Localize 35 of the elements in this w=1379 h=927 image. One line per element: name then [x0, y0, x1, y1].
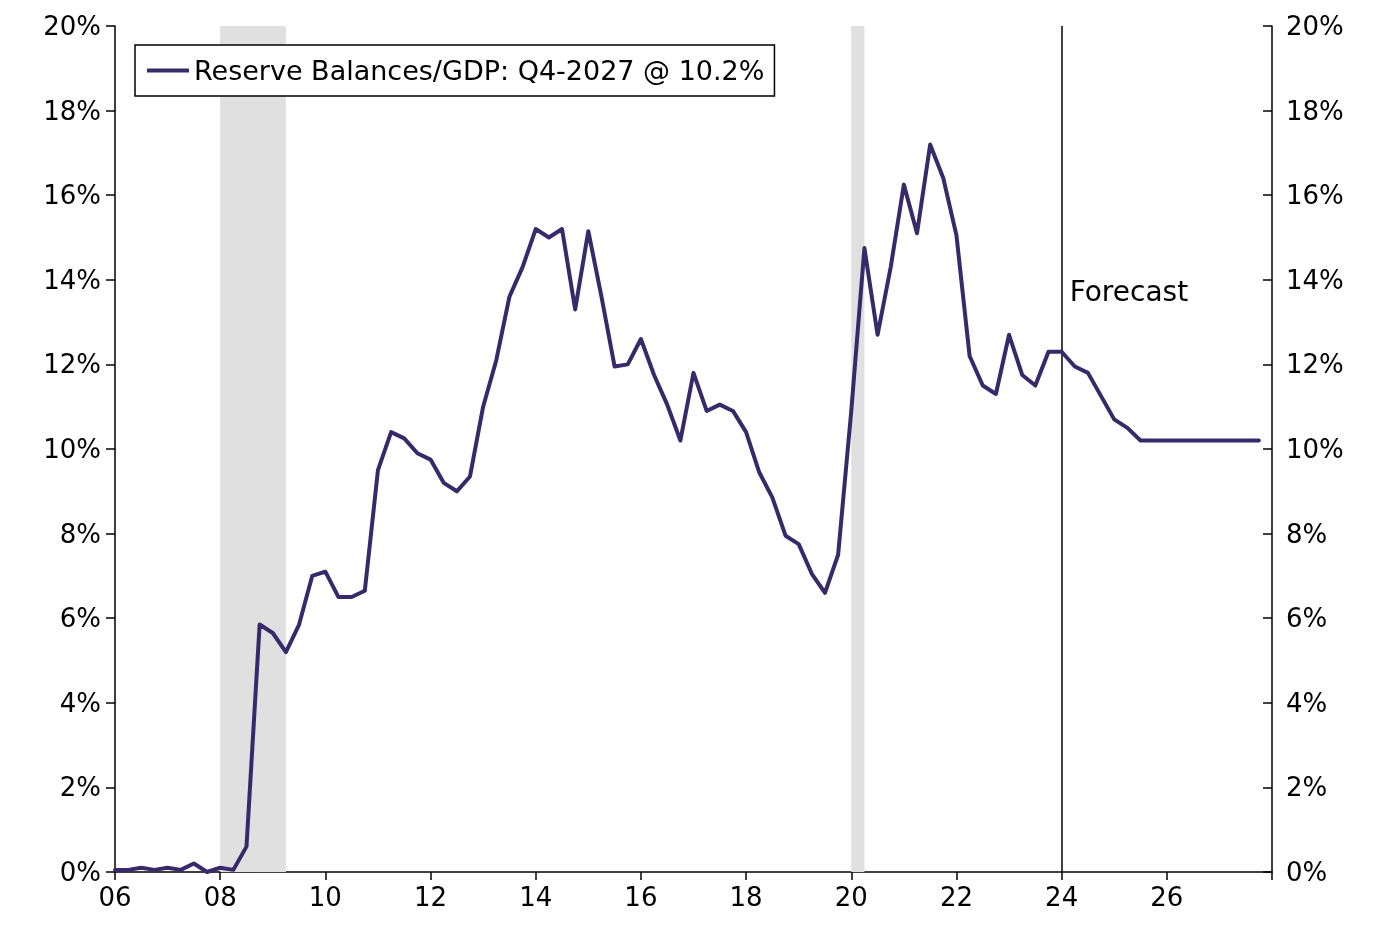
legend-label: Reserve Balances/GDP: Q4-2027 @ 10.2%: [194, 55, 765, 86]
x-tick-label: 10: [308, 882, 342, 912]
x-tick-label: 12: [414, 882, 448, 912]
y-tick-label: 20%: [43, 11, 101, 41]
y-tick-label: 12%: [43, 349, 101, 380]
y-tick-label: 2%: [59, 772, 101, 803]
y-tick-label: 18%: [43, 95, 101, 126]
x-tick-label: 06: [98, 882, 132, 912]
y2-tick-label: 20%: [1286, 11, 1344, 41]
annotation: Forecast: [1069, 275, 1189, 309]
y2-tick-label: 0%: [1286, 857, 1328, 887]
x-tick-label: 08: [203, 882, 237, 912]
y2-tick-label: 8%: [1286, 518, 1328, 549]
y-tick-label: 16%: [43, 180, 101, 211]
y2-tick-label: 16%: [1286, 180, 1344, 211]
y2-tick-label: 10%: [1286, 434, 1344, 464]
x-tick-label: 18: [729, 882, 763, 912]
y-tick-label: 0%: [59, 857, 101, 887]
x-tick-label: 14: [519, 882, 553, 912]
y2-tick-label: 6%: [1286, 603, 1328, 634]
y-tick-label: 4%: [59, 687, 101, 718]
x-tick-label: 24: [1045, 882, 1079, 912]
y-tick-label: 14%: [43, 264, 101, 295]
y2-tick-label: 18%: [1286, 95, 1344, 126]
y2-tick-label: 4%: [1286, 687, 1328, 718]
x-tick-label: 20: [834, 882, 868, 912]
y2-tick-label: 12%: [1286, 349, 1344, 380]
x-tick-label: 22: [939, 882, 973, 912]
x-tick-label: 26: [1150, 882, 1184, 912]
y-tick-label: 6%: [59, 603, 101, 634]
y2-tick-label: 2%: [1286, 772, 1328, 803]
y-tick-label: 8%: [59, 518, 101, 549]
y-tick-label: 10%: [43, 434, 101, 464]
x-tick-label: 16: [624, 882, 658, 912]
y2-tick-label: 14%: [1286, 264, 1344, 295]
